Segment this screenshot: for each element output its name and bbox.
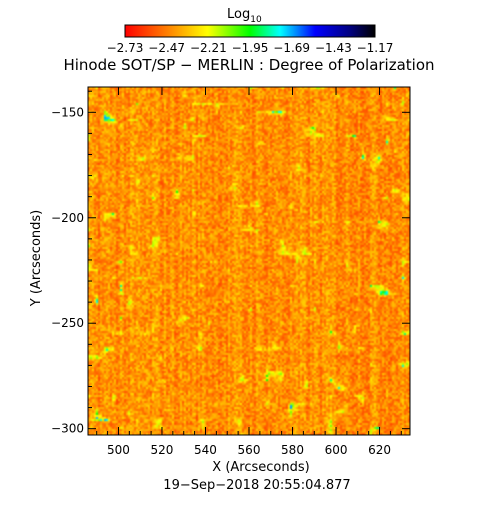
colorbar-tick-label: −1.43 — [315, 41, 352, 55]
x-axis: 500 520 540 560 580 600 620 — [96, 87, 402, 457]
y-tick-label: −200 — [51, 211, 84, 225]
x-tick-label: 580 — [281, 443, 304, 457]
y-axis: −150 −200 −250 −300 — [51, 90, 410, 436]
x-tick-label: 540 — [194, 443, 217, 457]
colorbar-tick-label: −1.95 — [232, 41, 269, 55]
y-tick-label: −250 — [51, 316, 84, 330]
heatmap-image — [88, 87, 410, 435]
colorbar-tick-label: −1.17 — [357, 41, 394, 55]
y-axis-label: Y (Arcseconds) — [29, 210, 44, 307]
x-tick-label: 560 — [238, 443, 261, 457]
colorbar — [124, 24, 376, 38]
colorbar-tick-label: −2.73 — [107, 41, 144, 55]
timestamp-footer: 19−Sep−2018 20:55:04.877 — [163, 478, 350, 493]
x-tick-label: 500 — [107, 443, 130, 457]
x-tick-label: 520 — [151, 443, 174, 457]
y-tick-label: −300 — [51, 422, 84, 436]
x-axis-label: X (Arcseconds) — [212, 460, 309, 475]
colorbar-label: Log10 — [227, 7, 262, 25]
y-tick-label: −150 — [51, 105, 84, 119]
x-tick-label: 600 — [325, 443, 348, 457]
colorbar-ticks: −2.73 −2.47 −2.21 −1.95 −1.69 −1.43 −1.17 — [107, 41, 394, 55]
x-tick-label: 620 — [368, 443, 391, 457]
colorbar-tick-label: −2.21 — [190, 41, 227, 55]
chart-title: Hinode SOT/SP − MERLIN : Degree of Polar… — [63, 56, 434, 74]
colorbar-label-sub: 10 — [250, 15, 262, 25]
colorbar-label-base: Log — [227, 7, 250, 22]
colorbar-tick-label: −1.69 — [273, 41, 310, 55]
colorbar-tick-label: −2.47 — [148, 41, 185, 55]
heatmap-area — [88, 87, 410, 435]
